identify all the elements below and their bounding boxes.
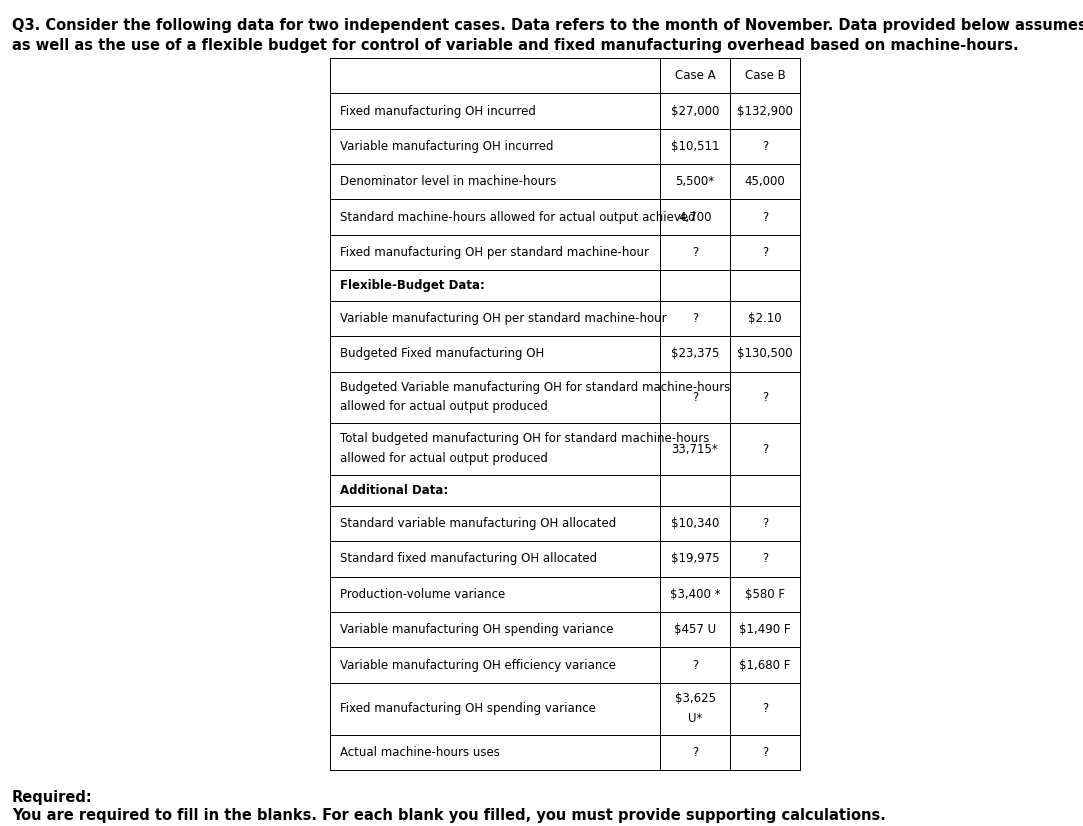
Text: ?: ?: [692, 391, 699, 404]
Text: ?: ?: [761, 246, 768, 259]
Text: ?: ?: [692, 658, 699, 672]
Text: ?: ?: [761, 443, 768, 456]
Text: Variable manufacturing OH incurred: Variable manufacturing OH incurred: [340, 140, 553, 153]
Text: 5,500*: 5,500*: [676, 175, 715, 188]
Text: 4,700: 4,700: [678, 211, 712, 224]
Text: allowed for actual output produced: allowed for actual output produced: [340, 401, 548, 413]
Text: allowed for actual output produced: allowed for actual output produced: [340, 452, 548, 465]
Text: ?: ?: [692, 246, 699, 259]
Text: Required:: Required:: [12, 790, 93, 805]
Text: 45,000: 45,000: [745, 175, 785, 188]
Text: $10,340: $10,340: [670, 517, 719, 530]
Text: Flexible-Budget Data:: Flexible-Budget Data:: [340, 279, 485, 292]
Text: $1,490 F: $1,490 F: [740, 624, 791, 636]
Text: Fixed manufacturing OH spending variance: Fixed manufacturing OH spending variance: [340, 702, 596, 715]
Text: ?: ?: [692, 312, 699, 325]
Text: Variable manufacturing OH per standard machine-hour: Variable manufacturing OH per standard m…: [340, 312, 667, 325]
Text: Additional Data:: Additional Data:: [340, 484, 448, 497]
Text: ?: ?: [761, 517, 768, 530]
Text: $27,000: $27,000: [670, 105, 719, 117]
Text: Case B: Case B: [745, 69, 785, 82]
Text: Q3. Consider the following data for two independent cases. Data refers to the mo: Q3. Consider the following data for two …: [12, 18, 1083, 33]
Text: Standard variable manufacturing OH allocated: Standard variable manufacturing OH alloc…: [340, 517, 616, 530]
Text: Variable manufacturing OH efficiency variance: Variable manufacturing OH efficiency var…: [340, 658, 616, 672]
Text: Production-volume variance: Production-volume variance: [340, 588, 506, 601]
Text: Budgeted Fixed manufacturing OH: Budgeted Fixed manufacturing OH: [340, 348, 545, 360]
Text: ?: ?: [761, 211, 768, 224]
Text: ?: ?: [761, 702, 768, 715]
Text: ?: ?: [761, 140, 768, 153]
Text: Budgeted Variable manufacturing OH for standard machine-hours: Budgeted Variable manufacturing OH for s…: [340, 381, 730, 394]
Text: Fixed manufacturing OH incurred: Fixed manufacturing OH incurred: [340, 105, 536, 117]
Text: $19,975: $19,975: [670, 553, 719, 566]
Text: ?: ?: [761, 553, 768, 566]
Text: Fixed manufacturing OH per standard machine-hour: Fixed manufacturing OH per standard mach…: [340, 246, 649, 259]
Text: $457 U: $457 U: [674, 624, 716, 636]
Text: $23,375: $23,375: [670, 348, 719, 360]
Text: ?: ?: [692, 746, 699, 759]
Text: $10,511: $10,511: [670, 140, 719, 153]
Text: $580 F: $580 F: [745, 588, 785, 601]
Text: Case A: Case A: [675, 69, 715, 82]
Text: $3,400 *: $3,400 *: [669, 588, 720, 601]
Text: Actual machine-hours uses: Actual machine-hours uses: [340, 746, 500, 759]
Text: You are required to fill in the blanks. For each blank you filled, you must prov: You are required to fill in the blanks. …: [12, 808, 886, 823]
Text: as well as the use of a flexible budget for control of variable and fixed manufa: as well as the use of a flexible budget …: [12, 38, 1019, 53]
Text: Standard machine-hours allowed for actual output achieved: Standard machine-hours allowed for actua…: [340, 211, 695, 224]
Text: ?: ?: [761, 746, 768, 759]
Text: Variable manufacturing OH spending variance: Variable manufacturing OH spending varia…: [340, 624, 613, 636]
Text: $132,900: $132,900: [738, 105, 793, 117]
Text: Standard fixed manufacturing OH allocated: Standard fixed manufacturing OH allocate…: [340, 553, 597, 566]
Text: $2.10: $2.10: [748, 312, 782, 325]
Text: Total budgeted manufacturing OH for standard machine-hours: Total budgeted manufacturing OH for stan…: [340, 433, 709, 445]
Text: $130,500: $130,500: [738, 348, 793, 360]
Text: U*: U*: [688, 711, 702, 724]
Text: $3,625: $3,625: [675, 692, 716, 705]
Text: $1,680 F: $1,680 F: [740, 658, 791, 672]
Text: Denominator level in machine-hours: Denominator level in machine-hours: [340, 175, 557, 188]
Text: ?: ?: [761, 391, 768, 404]
Text: 33,715*: 33,715*: [671, 443, 718, 456]
